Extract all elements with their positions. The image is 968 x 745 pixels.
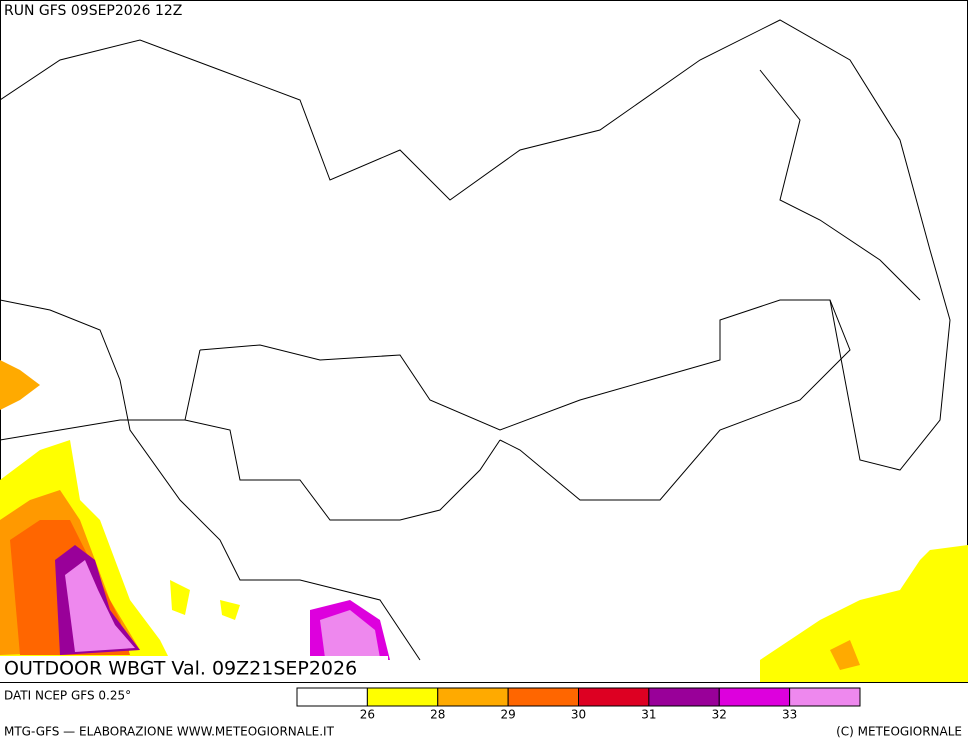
copyright-label: (C) METEOGIORNALE xyxy=(836,725,962,739)
credit-label: MTG-GFS — ELABORAZIONE WWW.METEOGIORNALE… xyxy=(4,725,335,739)
title-box xyxy=(0,656,388,682)
source-label: DATI NCEP GFS 0.25° xyxy=(4,689,131,703)
colorbar-tick-label: 26 xyxy=(360,708,375,722)
colorbar-swatch xyxy=(366,687,439,707)
run-label: RUN GFS 09SEP2026 12Z xyxy=(4,3,182,19)
colorbar-swatch xyxy=(437,687,509,707)
colorbar-tick-label: 28 xyxy=(430,708,445,722)
colorbar-swatch xyxy=(507,687,579,707)
map-frame xyxy=(0,0,968,683)
colorbar-tick-label: 30 xyxy=(571,708,586,722)
map-title: OUTDOOR WBGT Val. 09Z21SEP2026 xyxy=(4,658,357,680)
heat-area xyxy=(760,545,968,682)
colorbar-swatch xyxy=(789,687,861,707)
colorbar-tick-label: 32 xyxy=(712,708,727,722)
colorbar-tick-label: 29 xyxy=(500,708,515,722)
colorbar-swatch xyxy=(648,687,720,707)
colorbar-swatch xyxy=(718,687,791,707)
colorbar-swatch xyxy=(578,687,650,707)
map xyxy=(0,0,968,683)
heat-area xyxy=(65,560,135,652)
heat-area xyxy=(830,640,860,670)
colorbar-tick-label: 31 xyxy=(641,708,656,722)
heat-area xyxy=(320,610,380,658)
heat-area xyxy=(0,360,40,410)
colorbar-swatch xyxy=(296,687,368,707)
heat-area xyxy=(170,580,240,620)
colorbar-tick-label: 33 xyxy=(782,708,797,722)
